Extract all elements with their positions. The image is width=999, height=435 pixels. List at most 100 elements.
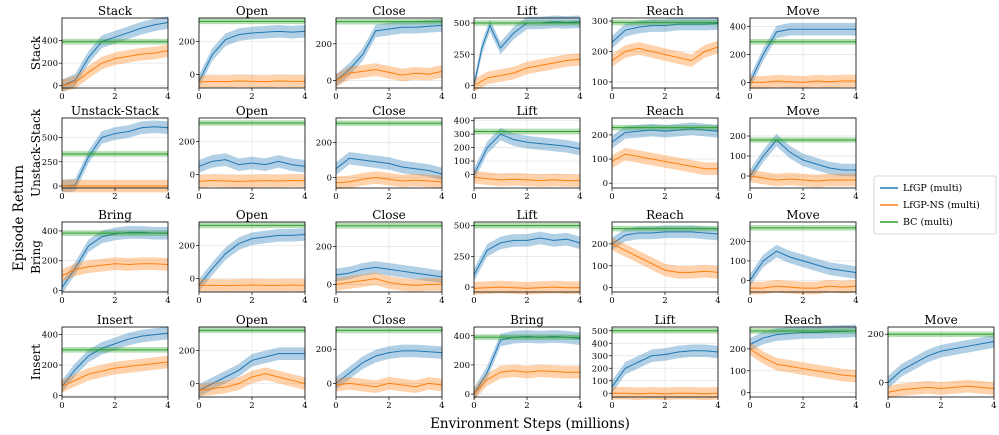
band-lfgp-multi (62, 16, 168, 93)
series-line-lfgp-multi (335, 157, 443, 175)
series-line-lfgp-ns-multi (198, 179, 306, 182)
y-tick-label: 500 (42, 133, 58, 143)
x-tick-label: 4 (577, 296, 582, 306)
series-line-lfgp-ns-multi (611, 243, 719, 273)
y-tick-label: 200 (42, 257, 58, 267)
series-line-lfgp-multi (887, 340, 995, 383)
y-tick-label: 100 (454, 157, 470, 167)
panel-stack-lift: 0 2 4 0 250 500 Lift (454, 4, 583, 102)
y-tick-label: 100 (592, 377, 608, 387)
y-tick-label: 100 (592, 155, 608, 165)
y-tick-label: 400 (42, 227, 58, 237)
series-line-lfgp-ns-multi (61, 263, 169, 277)
band-lfgp-multi (62, 326, 168, 393)
band-lfgp-ns-multi (474, 170, 580, 187)
x-tick-label: 0 (59, 401, 64, 411)
panel-title: Reach (646, 104, 684, 118)
series-line-lfgp-multi (198, 234, 306, 286)
panel-insert-close: 0 2 4 0 200 Close (316, 313, 445, 411)
x-tick-label: 2 (662, 92, 667, 102)
y-tick-label: 0 (327, 174, 332, 184)
x-tick-label: 0 (609, 192, 614, 202)
series-line-lfgp-multi (198, 30, 306, 82)
y-tick-label: 0 (327, 280, 332, 290)
panel-stack-move: 0 2 4 0 200 400 Move (730, 4, 859, 102)
panel-title: Lift (516, 104, 537, 118)
legend-label-bc: BC (multi) (903, 217, 953, 228)
x-tick-label: 4 (853, 296, 858, 306)
y-tick-label: 250 (454, 252, 470, 262)
x-tick-label: 4 (439, 192, 444, 202)
panel-bring-move: 0 2 4 0 100 200 Move (730, 208, 859, 306)
panel-unstack-stack-move: 0 2 4 0 100 200 Move (730, 104, 859, 202)
series-line-lfgp-ns-multi (611, 46, 719, 62)
x-tick-label: 4 (165, 192, 170, 202)
x-tick-label: 2 (112, 192, 117, 202)
panel-unstack-stack-close: 0 2 4 0 200 Close (316, 104, 445, 202)
y-tick-label: 200 (592, 240, 608, 250)
x-tick-label: 2 (249, 296, 254, 306)
y-tick-label: 400 (42, 331, 58, 341)
series-line-lfgp-ns-multi (750, 285, 857, 289)
panel-title: Reach (646, 208, 684, 222)
row-label-unstack-stack: Unstack-Stack (29, 108, 43, 197)
panel-title: Open (236, 4, 269, 18)
panel-title: Close (372, 208, 406, 222)
x-tick-label: 0 (471, 401, 476, 411)
x-tick-label: 4 (165, 296, 170, 306)
x-tick-label: 0 (609, 401, 614, 411)
y-tick-label: 0 (741, 172, 746, 182)
band-lfgp-ns-multi (474, 280, 580, 295)
y-tick-label: 500 (454, 222, 470, 232)
band-lfgp-ns-multi (612, 237, 718, 279)
y-tick-label: 300 (592, 352, 608, 362)
series-line-lfgp-ns-multi (473, 286, 580, 289)
x-tick-label: 2 (800, 401, 805, 411)
y-tick-label: 200 (179, 346, 195, 356)
panel-title: Bring (510, 313, 544, 327)
y-tick-label: 200 (42, 59, 58, 69)
band-lfgp-multi (199, 347, 305, 397)
series-line-lfgp-multi (473, 21, 581, 86)
y-tick-label: 200 (730, 132, 746, 142)
band-lfgp-ns-multi (750, 169, 856, 188)
series-line-lfgp-ns-multi (473, 58, 581, 86)
x-tick-label: 4 (715, 401, 720, 411)
y-tick-label: 0 (190, 275, 195, 285)
series-line-lfgp-multi (611, 128, 719, 143)
y-tick-label: 500 (592, 327, 608, 337)
x-tick-label: 0 (59, 192, 64, 202)
series-line-lfgp-ns-multi (749, 175, 856, 182)
y-tick-label: 0 (465, 171, 470, 181)
x-tick-label: 2 (800, 296, 805, 306)
series-line-lfgp-multi (335, 350, 443, 384)
series-line-lfgp-ns-multi (611, 153, 718, 170)
y-tick-label: 500 (454, 19, 470, 29)
y-tick-label: 100 (592, 262, 608, 272)
y-tick-label: 0 (327, 379, 332, 389)
x-tick-label: 2 (800, 92, 805, 102)
panel-title: Reach (646, 4, 684, 18)
y-tick-label: 0 (53, 287, 58, 297)
x-tick-label: 2 (524, 92, 529, 102)
y-tick-label: 100 (592, 78, 608, 88)
band-lfgp-multi (474, 127, 580, 181)
band-lfgp-multi (62, 226, 168, 294)
x-tick-label: 0 (609, 296, 614, 306)
x-tick-label: 4 (991, 401, 996, 411)
y-tick-label: 0 (465, 390, 470, 400)
y-tick-label: 400 (454, 332, 470, 342)
legend-entry-lfgp: LfGP (multi) (880, 183, 962, 194)
band-lfgp-ns-multi (750, 74, 856, 89)
panel-title: Open (236, 313, 269, 327)
y-tick-label: 0 (327, 77, 332, 87)
panel-title: Lift (516, 4, 537, 18)
figure-xlabel: Environment Steps (millions) (430, 416, 630, 432)
x-tick-label: 0 (747, 401, 752, 411)
panel-insert-insert: 0 2 4 0 200 400 Insert (42, 313, 171, 411)
x-tick-label: 2 (938, 401, 943, 411)
panel-title: Move (786, 104, 819, 118)
x-tick-label: 0 (471, 92, 476, 102)
panel-title: Open (236, 104, 269, 118)
